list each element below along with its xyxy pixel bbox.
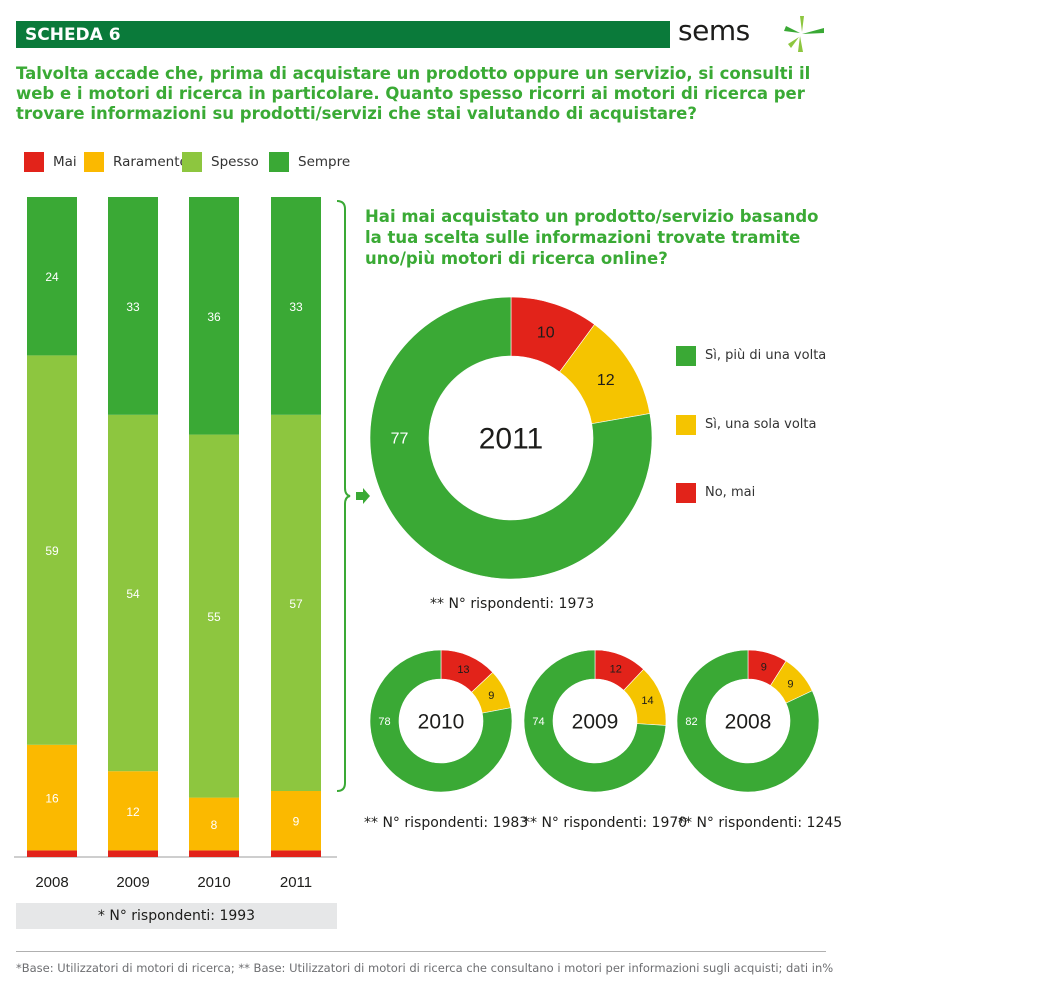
- donut-center-label-2009: 2009: [572, 710, 619, 733]
- donut-label-no-mai-2011: 10: [537, 325, 555, 342]
- donut-label-si-una-sola-volta-2011: 12: [597, 372, 615, 389]
- data-label-raramente-2009: 12: [126, 805, 140, 819]
- x-tick-label-2010: 2010: [197, 874, 230, 891]
- x-tick-label-2011: 2011: [280, 874, 312, 891]
- arrow-right-icon: [356, 488, 370, 504]
- pie-legend-swatch: [676, 346, 696, 366]
- bar-segment-sempre-2011: [271, 197, 321, 415]
- bar-segment-mai-2008: [27, 850, 77, 857]
- data-label-raramente-2011: 9: [293, 815, 300, 829]
- respondents-2011: ** N° rispondenti: 1973: [430, 596, 595, 612]
- bar-segment-raramente-2011: [271, 791, 321, 851]
- header-bar: SCHEDA 6: [16, 21, 670, 48]
- bracket-connector: [336, 200, 351, 792]
- footnote: *Base: Utilizzatori di motori di ricerca…: [16, 961, 834, 975]
- donut-label-si-piu-di-una-volta-2008: 82: [685, 716, 697, 728]
- bar-segment-sempre-2009: [108, 197, 158, 415]
- donut-slice-si-piu-di-una-volta-2010: [369, 649, 513, 793]
- bar-segment-raramente-2009: [108, 771, 158, 851]
- donut-center-label-2011: 2011: [479, 423, 544, 456]
- donut-label-si-piu-di-una-volta-2010: 78: [378, 716, 390, 728]
- side-question: Hai mai acquistato un prodotto/servizio …: [365, 207, 819, 268]
- data-label-raramente-2008: 16: [45, 792, 59, 806]
- logo-text: sems: [678, 14, 750, 47]
- donut-center-label-2008: 2008: [725, 710, 772, 733]
- legend-label: Spesso: [211, 154, 259, 170]
- data-label-spesso-2011: 57: [289, 597, 303, 611]
- bar-segment-mai-2009: [108, 850, 158, 857]
- bar-respondents-note: * N° rispondenti: 1993: [16, 903, 337, 929]
- pie-legend-label: No, mai: [705, 485, 756, 500]
- legend-swatch: [269, 152, 289, 172]
- bar-segment-spesso-2008: [27, 355, 77, 745]
- donut-chart-2009: 12 14 74 2009: [523, 649, 667, 793]
- donut-slice-si-piu-di-una-volta-2009: [523, 649, 667, 793]
- donut-label-si-una-sola-volta-2009: 14: [641, 695, 653, 707]
- donut-label-no-mai-2010: 13: [457, 664, 469, 676]
- bar-segment-spesso-2010: [189, 434, 239, 798]
- data-label-spesso-2010: 55: [207, 610, 221, 624]
- pie-legend-label: Sì, più di una volta: [705, 348, 827, 363]
- donut-label-si-piu-di-una-volta-2009: 74: [532, 716, 544, 728]
- data-label-sempre-2009: 33: [126, 300, 140, 314]
- logo-mark-icon: [784, 16, 824, 52]
- legend-swatch: [24, 152, 44, 172]
- legend-label: Raramente: [113, 154, 188, 170]
- donut-chart-2008: 9 9 82 2008: [676, 649, 820, 793]
- donut-label-si-piu-di-una-volta-2011: 77: [391, 431, 409, 448]
- donut-label-si-una-sola-volta-2008: 9: [787, 678, 793, 690]
- brand-logo: sems: [678, 14, 828, 54]
- pie-legend-label: Sì, una sola volta: [705, 417, 817, 432]
- donut-chart-2011: 10 12 77 2011: [369, 296, 653, 580]
- data-label-sempre-2010: 36: [207, 310, 221, 324]
- respondents-2009: ** N° rispondenti: 1970: [523, 815, 688, 831]
- data-label-spesso-2008: 59: [45, 544, 59, 558]
- data-label-sempre-2011: 33: [289, 300, 303, 314]
- donut-slice-si-piu-di-una-volta-2008: [676, 649, 820, 793]
- data-label-raramente-2010: 8: [211, 818, 218, 832]
- bar-segment-mai-2010: [189, 850, 239, 857]
- footer-divider: [16, 951, 826, 952]
- legend-label: Mai: [53, 154, 77, 170]
- bar-segment-raramente-2010: [189, 797, 239, 851]
- data-label-spesso-2009: 54: [126, 587, 140, 601]
- pie-legend-swatch: [676, 415, 696, 435]
- main-question: Talvolta accade che, prima di acquistare…: [16, 64, 811, 123]
- donut-label-si-una-sola-volta-2010: 9: [488, 690, 494, 702]
- donut-chart-2010: 13 9 78 2010: [369, 649, 513, 793]
- legend-label: Sempre: [298, 154, 351, 170]
- respondents-2008: ** N° rispondenti: 1245: [678, 815, 843, 831]
- bar-segment-mai-2011: [271, 850, 321, 857]
- legend-swatch: [182, 152, 202, 172]
- x-tick-label-2008: 2008: [35, 874, 68, 891]
- page-title: SCHEDA 6: [25, 25, 121, 45]
- donut-label-no-mai-2008: 9: [761, 662, 767, 674]
- bar-segment-sempre-2008: [27, 197, 77, 356]
- legend-swatch: [84, 152, 104, 172]
- x-tick-label-2009: 2009: [116, 874, 149, 891]
- bar-segment-sempre-2010: [189, 197, 239, 435]
- data-label-sempre-2008: 24: [45, 270, 59, 284]
- respondents-2010: ** N° rispondenti: 1983: [364, 815, 529, 831]
- bar-segment-spesso-2009: [108, 414, 158, 772]
- pie-legend-swatch: [676, 483, 696, 503]
- donut-slice-si-piu-di-una-volta-2011: [369, 296, 653, 580]
- bar-segment-spesso-2011: [271, 414, 321, 791]
- donut-center-label-2010: 2010: [418, 710, 465, 733]
- donut-label-no-mai-2009: 12: [610, 663, 622, 675]
- bar-segment-raramente-2008: [27, 744, 77, 851]
